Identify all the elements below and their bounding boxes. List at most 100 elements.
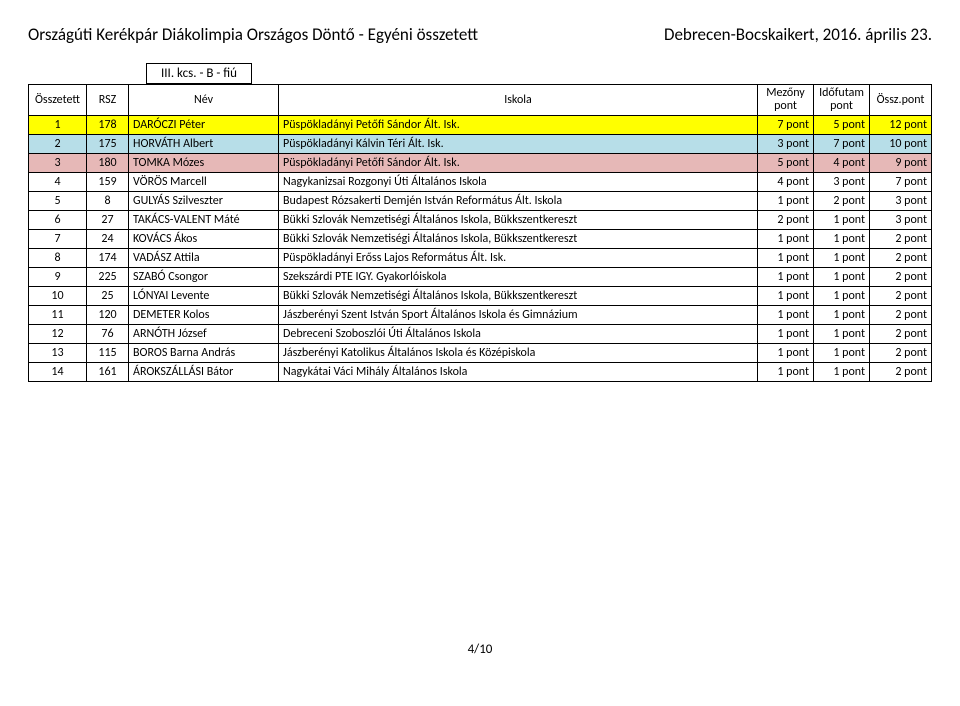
cell-rsz: 27 — [87, 211, 129, 230]
cell-rsz: 175 — [87, 135, 129, 154]
cell-rsz: 159 — [87, 173, 129, 192]
cell-name: VÖRÖS Marcell — [129, 173, 279, 192]
cell-rank: 1 — [29, 116, 87, 135]
cell-mezony: 1 pont — [758, 230, 814, 249]
table-body: 1178DARÓCZI PéterPüspökladányi Petőfi Sá… — [29, 116, 932, 382]
cell-school: Bükki Szlovák Nemzetiségi Általános Isko… — [279, 211, 758, 230]
table-row: 8174VADÁSZ AttilaPüspökladányi Erőss Laj… — [29, 249, 932, 268]
header-right: Debrecen-Bocskaikert, 2016. április 23. — [664, 24, 932, 45]
cell-name: GULYÁS Szilveszter — [129, 192, 279, 211]
cell-idofutam: 1 pont — [814, 363, 870, 382]
table-row: 1276ARNÓTH JózsefDebreceni Szoboszlói Út… — [29, 325, 932, 344]
cell-osszpont: 2 pont — [870, 363, 932, 382]
cell-idofutam: 5 pont — [814, 116, 870, 135]
cell-osszpont: 2 pont — [870, 344, 932, 363]
cell-rank: 2 — [29, 135, 87, 154]
cell-name: ÁROKSZÁLLÁSI Bátor — [129, 363, 279, 382]
cell-rsz: 115 — [87, 344, 129, 363]
cell-rsz: 174 — [87, 249, 129, 268]
cell-mezony: 5 pont — [758, 154, 814, 173]
table-row: 627TAKÁCS-VALENT MátéBükki Szlovák Nemze… — [29, 211, 932, 230]
cell-name: DARÓCZI Péter — [129, 116, 279, 135]
table-row: 11120DEMETER KolosJászberényi Szent Istv… — [29, 306, 932, 325]
cell-osszpont: 2 pont — [870, 306, 932, 325]
cell-rsz: 25 — [87, 287, 129, 306]
cell-mezony: 3 pont — [758, 135, 814, 154]
table-row: 4159VÖRÖS MarcellNagykanizsai Rozgonyi Ú… — [29, 173, 932, 192]
cell-school: Bükki Szlovák Nemzetiségi Általános Isko… — [279, 230, 758, 249]
cell-mezony: 1 pont — [758, 287, 814, 306]
cell-idofutam: 1 pont — [814, 268, 870, 287]
col-osszpont: Össz.pont — [870, 85, 932, 116]
cell-osszpont: 2 pont — [870, 268, 932, 287]
cell-mezony: 1 pont — [758, 249, 814, 268]
cell-school: Nagykanizsai Rozgonyi Úti Általános Isko… — [279, 173, 758, 192]
table-row: 9225SZABÓ CsongorSzekszárdi PTE IGY. Gya… — [29, 268, 932, 287]
cell-school: Szekszárdi PTE IGY. Gyakorlóiskola — [279, 268, 758, 287]
cell-school: Jászberényi Szent István Sport Általános… — [279, 306, 758, 325]
cell-rsz: 8 — [87, 192, 129, 211]
table-row: 2175HORVÁTH AlbertPüspökladányi Kálvin T… — [29, 135, 932, 154]
cell-name: TAKÁCS-VALENT Máté — [129, 211, 279, 230]
table-row: 58GULYÁS SzilveszterBudapest Rózsakerti … — [29, 192, 932, 211]
cell-osszpont: 3 pont — [870, 211, 932, 230]
col-mezony: Mezőny pont — [758, 85, 814, 116]
cell-rank: 5 — [29, 192, 87, 211]
cell-rank: 10 — [29, 287, 87, 306]
col-idofutam-l1: Időfutam — [819, 86, 864, 100]
cell-mezony: 1 pont — [758, 325, 814, 344]
cell-idofutam: 1 pont — [814, 287, 870, 306]
cell-name: SZABÓ Csongor — [129, 268, 279, 287]
cell-mezony: 1 pont — [758, 363, 814, 382]
cell-osszpont: 2 pont — [870, 230, 932, 249]
cell-rank: 7 — [29, 230, 87, 249]
cell-school: Püspökladányi Kálvin Téri Ált. Isk. — [279, 135, 758, 154]
cell-rsz: 178 — [87, 116, 129, 135]
cell-rank: 8 — [29, 249, 87, 268]
cell-idofutam: 7 pont — [814, 135, 870, 154]
cell-idofutam: 1 pont — [814, 344, 870, 363]
cell-school: Püspökladányi Petőfi Sándor Ált. Isk. — [279, 116, 758, 135]
cell-idofutam: 1 pont — [814, 230, 870, 249]
cell-osszpont: 2 pont — [870, 287, 932, 306]
cell-mezony: 7 pont — [758, 116, 814, 135]
results-table: Összetett RSZ Név Iskola Mezőny pont Idő… — [28, 84, 932, 382]
cell-name: LÓNYAI Levente — [129, 287, 279, 306]
cell-osszpont: 2 pont — [870, 249, 932, 268]
table-row: 14161ÁROKSZÁLLÁSI BátorNagykátai Váci Mi… — [29, 363, 932, 382]
cell-name: KOVÁCS Ákos — [129, 230, 279, 249]
cell-rank: 13 — [29, 344, 87, 363]
col-iskola: Iskola — [279, 85, 758, 116]
cell-mezony: 1 pont — [758, 192, 814, 211]
cell-rsz: 120 — [87, 306, 129, 325]
cell-mezony: 1 pont — [758, 268, 814, 287]
cell-name: BOROS Barna András — [129, 344, 279, 363]
cell-name: TOMKA Mózes — [129, 154, 279, 173]
cell-name: ARNÓTH József — [129, 325, 279, 344]
cell-osszpont: 7 pont — [870, 173, 932, 192]
cell-osszpont: 12 pont — [870, 116, 932, 135]
cell-school: Debreceni Szoboszlói Úti Általános Iskol… — [279, 325, 758, 344]
col-mezony-l1: Mezőny — [766, 86, 804, 100]
cell-rank: 14 — [29, 363, 87, 382]
cell-school: Bükki Szlovák Nemzetiségi Általános Isko… — [279, 287, 758, 306]
cell-idofutam: 1 pont — [814, 249, 870, 268]
col-nev: Név — [129, 85, 279, 116]
col-osszetett: Összetett — [29, 85, 87, 116]
cell-osszpont: 9 pont — [870, 154, 932, 173]
cell-mezony: 2 pont — [758, 211, 814, 230]
table-row: 1178DARÓCZI PéterPüspökladányi Petőfi Sá… — [29, 116, 932, 135]
cell-school: Püspökladányi Erőss Lajos Református Ált… — [279, 249, 758, 268]
cell-osszpont: 3 pont — [870, 192, 932, 211]
cell-name: DEMETER Kolos — [129, 306, 279, 325]
cell-osszpont: 2 pont — [870, 325, 932, 344]
cell-rank: 4 — [29, 173, 87, 192]
cell-idofutam: 1 pont — [814, 325, 870, 344]
cell-school: Nagykátai Váci Mihály Általános Iskola — [279, 363, 758, 382]
cell-school: Budapest Rózsakerti Demjén István Reform… — [279, 192, 758, 211]
cell-rank: 6 — [29, 211, 87, 230]
cell-idofutam: 3 pont — [814, 173, 870, 192]
cell-rsz: 76 — [87, 325, 129, 344]
cell-idofutam: 2 pont — [814, 192, 870, 211]
table-row: 3180TOMKA MózesPüspökladányi Petőfi Sánd… — [29, 154, 932, 173]
